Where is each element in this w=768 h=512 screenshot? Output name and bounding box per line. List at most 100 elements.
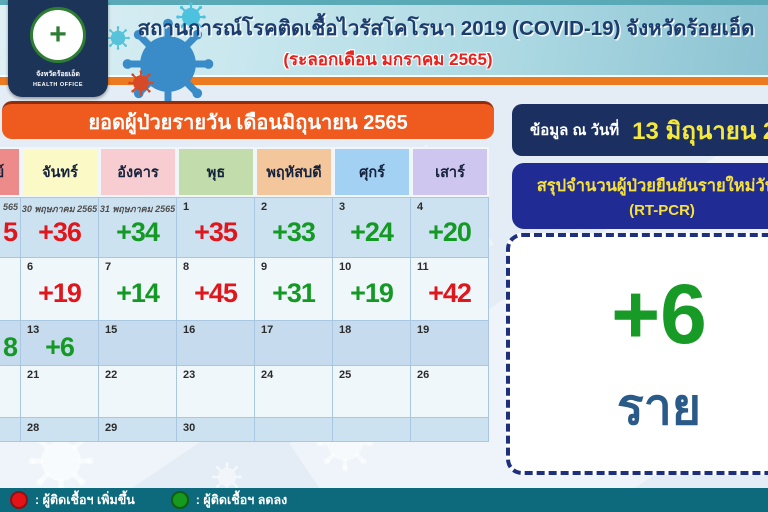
- case-count: +42: [428, 278, 472, 308]
- day-number: 25: [339, 369, 352, 381]
- day-number: 15: [105, 324, 118, 336]
- page-subtitle: (ระลอกเดือน มกราคม 2565): [283, 50, 493, 69]
- calendar-week-row: 565 5 30 พฤษภาคม 2565 +36 31 พฤษภาคม 2565 +…: [0, 197, 489, 258]
- as-of-date: 13 มิถุนายน 2565: [632, 117, 768, 145]
- case-count: +19: [38, 278, 82, 308]
- legend-bar: : ผู้ติดเชื้อฯ เพิ่มขึ้น : ผู้ติดเชื้อฯ …: [0, 488, 768, 512]
- day-number: 10: [339, 261, 352, 273]
- case-count: +20: [428, 216, 472, 247]
- calendar-cell: [333, 418, 411, 442]
- calendar-cell: 17: [255, 321, 333, 366]
- calendar-cell: 10 +19: [333, 258, 411, 321]
- logo-org-name: จังหวัดร้อยเอ็ด: [36, 71, 80, 78]
- day-number: 3: [339, 201, 346, 213]
- day-number: 29: [105, 422, 118, 434]
- calendar-cell: 31 พฤษภาคม 2565 +34: [99, 197, 177, 258]
- header-divider: [0, 75, 768, 85]
- calendar-cell: 25: [333, 366, 411, 418]
- day-number: 9: [261, 261, 268, 273]
- calendar-cell: 30 พฤษภาคม 2565 +36: [21, 197, 99, 258]
- calendar: อาทิตย์ จันทร์ อังคาร พุธ พฤหัสบดี ศุกร์…: [0, 147, 490, 442]
- case-count: +14: [116, 278, 160, 308]
- weekday-header-tuesday: อังคาร: [99, 147, 177, 197]
- legend-increase-label: : ผู้ติดเชื้อฯ เพิ่มขึ้น: [35, 493, 135, 507]
- calendar-cell: 1 +35: [177, 197, 255, 258]
- legend-decrease-label: : ผู้ติดเชื้อฯ ลดลง: [195, 493, 288, 507]
- calendar-cell: 15: [99, 321, 177, 366]
- calendar-cell: 28: [21, 418, 99, 442]
- calendar-week-row: 28 29 30: [0, 418, 489, 442]
- date-label: 31 พฤษภาคม 2565: [99, 204, 176, 214]
- day-number: 22: [105, 369, 118, 381]
- day-number: 4: [417, 201, 424, 213]
- seal-glyph: +: [49, 18, 67, 51]
- summary-subtitle: (RT-PCR): [629, 202, 695, 219]
- day-number: 2: [261, 201, 268, 213]
- weekday-header-thursday: พฤหัสบดี: [255, 147, 333, 197]
- increase-dot-icon: [10, 491, 28, 509]
- calendar-cell: 9 +31: [255, 258, 333, 321]
- calendar-cell: 24: [255, 366, 333, 418]
- day-number: 6: [27, 261, 34, 273]
- calendar-cell: 3 +24: [333, 197, 411, 258]
- weekday-header-row: อาทิตย์ จันทร์ อังคาร พุธ พฤหัสบดี ศุกร์…: [0, 147, 489, 197]
- weekday-header-sunday: อาทิตย์: [0, 147, 21, 197]
- calendar-grid: อาทิตย์ จันทร์ อังคาร พุธ พฤหัสบดี ศุกร์…: [0, 147, 489, 442]
- weekday-header-saturday: เสาร์: [411, 147, 489, 197]
- case-count: 8: [2, 332, 18, 362]
- day-number: 21: [27, 369, 40, 381]
- weekday-header-friday: ศุกร์: [333, 147, 411, 197]
- as-of-date-box: ข้อมูล ณ วันที่ 13 มิถุนายน 2565: [512, 104, 768, 156]
- calendar-cell: 6 +19: [21, 258, 99, 321]
- date-label: 565: [2, 202, 18, 212]
- virus-icon: [128, 70, 154, 96]
- case-count: +34: [116, 216, 160, 247]
- new-cases-box: +6 ราย: [506, 233, 768, 475]
- calendar-cell: 18: [333, 321, 411, 366]
- new-cases-count: +6: [611, 267, 707, 361]
- calendar-cell: 23: [177, 366, 255, 418]
- calendar-week-row: 8 13 +6 15 16 17 18 19: [0, 321, 489, 366]
- day-number: 13: [27, 324, 40, 336]
- calendar-cell: [0, 258, 21, 321]
- health-office-logo: + จังหวัดร้อยเอ็ด HEALTH OFFICE: [8, 0, 108, 97]
- calendar-cell: 21: [21, 366, 99, 418]
- calendar-cell: 11 +42: [411, 258, 489, 321]
- day-number: 24: [261, 369, 274, 381]
- calendar-cell: 8 +45: [177, 258, 255, 321]
- case-count: +31: [272, 278, 316, 308]
- calendar-title-banner: ยอดผู้ป่วยรายวัน เดือนมิถุนายน 2565: [2, 101, 494, 139]
- day-number: 23: [183, 369, 196, 381]
- day-number: 28: [27, 422, 40, 434]
- calendar-cell: [0, 418, 21, 442]
- summary-header: สรุปจำนวนผู้ป่วยยืนยันรายใหม่วันนี้ (RT-…: [512, 163, 768, 229]
- decrease-dot-icon: [170, 491, 189, 509]
- logo-org-name-en: HEALTH OFFICE: [32, 82, 84, 88]
- date-label: 30 พฤษภาคม 2565: [21, 204, 98, 214]
- day-number: 18: [339, 324, 352, 336]
- calendar-cell: 7 +14: [99, 258, 177, 321]
- case-count: +19: [350, 278, 394, 308]
- day-number: 17: [261, 324, 274, 336]
- calendar-cell: 22: [99, 366, 177, 418]
- day-number: 1: [183, 201, 190, 213]
- calendar-cell: 29: [99, 418, 177, 442]
- calendar-cell: 30: [177, 418, 255, 442]
- case-count: +33: [272, 216, 316, 247]
- case-count: +6: [45, 332, 75, 362]
- calendar-cell: 26: [411, 366, 489, 418]
- calendar-week-row: 21 22 23 24 25 26: [0, 366, 489, 418]
- summary-title: สรุปจำนวนผู้ป่วยยืนยันรายใหม่วันนี้: [536, 177, 768, 195]
- weekday-header-wednesday: พุธ: [177, 147, 255, 197]
- day-number: 8: [183, 261, 190, 273]
- calendar-cell: 19: [411, 321, 489, 366]
- day-number: 30: [183, 422, 196, 434]
- calendar-cell: [411, 418, 489, 442]
- calendar-cell: [0, 366, 21, 418]
- new-cases-unit: ราย: [616, 379, 702, 435]
- calendar-cell: 8: [0, 321, 21, 366]
- weekday-header-monday: จันทร์: [21, 147, 99, 197]
- calendar-cell: 4 +20: [411, 197, 489, 258]
- day-number: 7: [105, 261, 112, 273]
